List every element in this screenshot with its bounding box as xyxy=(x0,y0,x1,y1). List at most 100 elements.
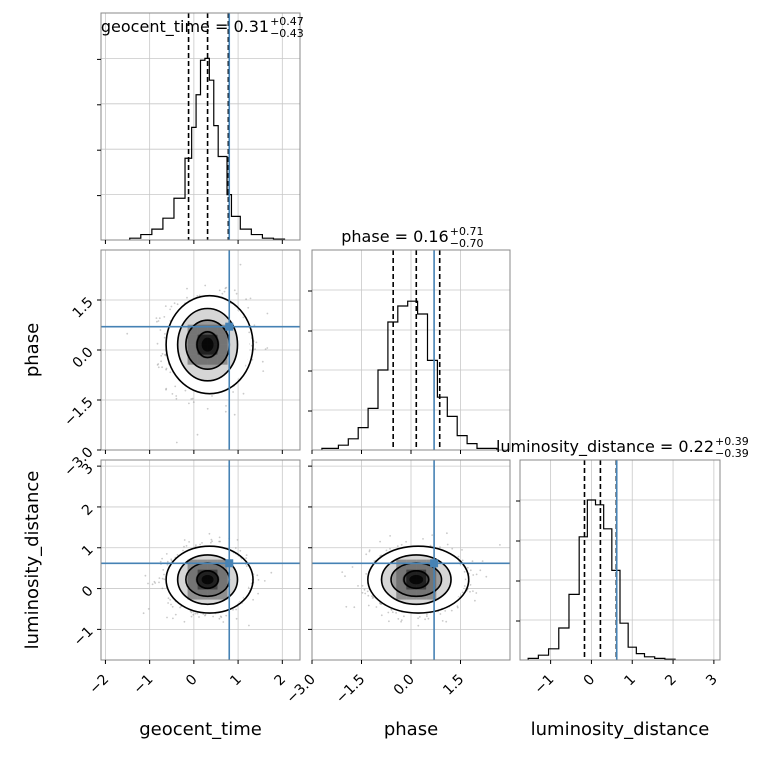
xtick-label-luminosity_distance-0: −1 xyxy=(532,672,558,698)
scatter-point xyxy=(153,580,156,583)
scatter-point xyxy=(198,616,200,618)
scatter-point xyxy=(248,331,251,334)
scatter-point xyxy=(257,592,259,595)
scatter-point xyxy=(183,545,185,548)
scatter-point xyxy=(252,598,255,601)
scatter-point xyxy=(204,613,207,616)
scatter-point xyxy=(186,296,188,299)
scatter-point xyxy=(161,353,164,355)
scatter-point xyxy=(225,286,228,289)
scatter-point xyxy=(444,610,447,612)
scatter-point xyxy=(219,540,222,543)
scatter-point xyxy=(198,294,201,297)
2d-clipped-1 xyxy=(101,460,300,660)
scatter-point xyxy=(163,336,166,339)
contour-line-3 xyxy=(367,545,470,614)
scatter-point xyxy=(385,549,388,552)
ytick-label-luminosity_distance-3: 0 xyxy=(79,583,97,601)
scatter-point xyxy=(161,557,164,560)
density-pixel xyxy=(217,569,228,580)
scatter-point xyxy=(147,582,149,585)
scatter-point xyxy=(176,554,179,556)
scatter-point xyxy=(155,317,158,319)
scatter-point xyxy=(261,360,264,363)
scatter-point xyxy=(400,620,402,623)
scatter-point xyxy=(190,615,193,618)
scatter-point xyxy=(235,292,238,295)
xtick-label-geocent_time-2: 0 xyxy=(183,672,201,690)
scatter-point xyxy=(463,585,466,587)
xtick-label-luminosity_distance-2: 1 xyxy=(621,672,639,690)
scatter-point xyxy=(190,611,193,614)
scatter-point xyxy=(472,590,474,592)
scatter-point xyxy=(210,541,212,544)
scatter-point xyxy=(426,615,428,618)
y-axis-label-luminosity_distance: luminosity_distance xyxy=(22,471,43,650)
scatter-point xyxy=(253,324,256,327)
scatter-point xyxy=(190,398,193,400)
scatter-point xyxy=(175,397,178,400)
scatter-point xyxy=(164,305,167,307)
scatter-point xyxy=(172,617,174,620)
scatter-point xyxy=(249,297,252,300)
scatter-point xyxy=(165,387,168,390)
y-axis-label-phase: phase xyxy=(22,323,43,377)
scatter-point xyxy=(389,535,391,537)
scatter-point xyxy=(388,620,390,623)
2d-clipped-2 xyxy=(312,460,510,660)
scatter-point xyxy=(400,619,403,621)
scatter-point xyxy=(464,578,467,581)
scatter-point xyxy=(171,605,174,608)
scatter-point xyxy=(427,617,430,620)
title-geocent_time: geocent_time = 0.31 +0.47−0.43 xyxy=(101,15,304,40)
scatter-point xyxy=(245,298,248,301)
title-luminosity_distance: luminosity_distance = 0.22 +0.39−0.39 xyxy=(496,435,749,460)
scatter-point xyxy=(192,613,195,616)
density-pixel xyxy=(207,324,218,335)
scatter-point xyxy=(175,395,178,397)
scatter-point xyxy=(176,303,179,306)
scatter-point xyxy=(161,587,164,590)
scatter-point xyxy=(445,620,448,623)
density-pixel xyxy=(406,569,417,580)
scatter-point xyxy=(461,591,464,594)
2d-1-frame xyxy=(100,459,301,661)
contour-line-2 xyxy=(176,307,239,382)
density-pixel xyxy=(416,589,427,600)
scatter-point xyxy=(218,617,221,620)
scatter-point xyxy=(211,395,213,397)
x-axis-label-geocent_time: geocent_time xyxy=(139,719,262,740)
scatter-point xyxy=(218,536,221,539)
scatter-point xyxy=(395,612,397,614)
scatter-point xyxy=(225,405,227,407)
scatter-point xyxy=(218,289,221,292)
scatter-point xyxy=(239,549,242,552)
density-pixel xyxy=(217,334,228,345)
density-pixel xyxy=(207,344,218,355)
scatter-point xyxy=(210,538,213,541)
hist-steps-phase xyxy=(321,300,498,450)
scatter-point xyxy=(157,366,160,369)
scatter-point xyxy=(158,577,161,579)
scatter-point xyxy=(165,553,168,555)
scatter-point xyxy=(174,385,177,388)
scatter-point xyxy=(257,579,260,581)
scatter-point xyxy=(403,615,405,618)
ytick-label-phase-2: −1.5 xyxy=(61,394,96,429)
scatter-point xyxy=(429,544,432,547)
hist-clipped-luminosity_distance xyxy=(527,460,676,660)
density-pixel xyxy=(207,559,218,570)
scatter-point xyxy=(481,560,484,562)
scatter-point xyxy=(224,410,227,413)
density-pixel xyxy=(197,579,208,590)
scatter-point xyxy=(461,559,464,562)
scatter-point xyxy=(147,608,150,610)
scatter-point xyxy=(144,574,147,577)
scatter-point xyxy=(221,292,224,295)
scatter-point xyxy=(126,332,129,335)
scatter-point xyxy=(159,329,162,331)
scatter-point xyxy=(397,618,400,620)
title-text-phase: phase = 0.16 xyxy=(341,227,448,246)
scatter-point xyxy=(164,353,166,356)
xtick-label-geocent_time-4: 2 xyxy=(272,672,290,690)
